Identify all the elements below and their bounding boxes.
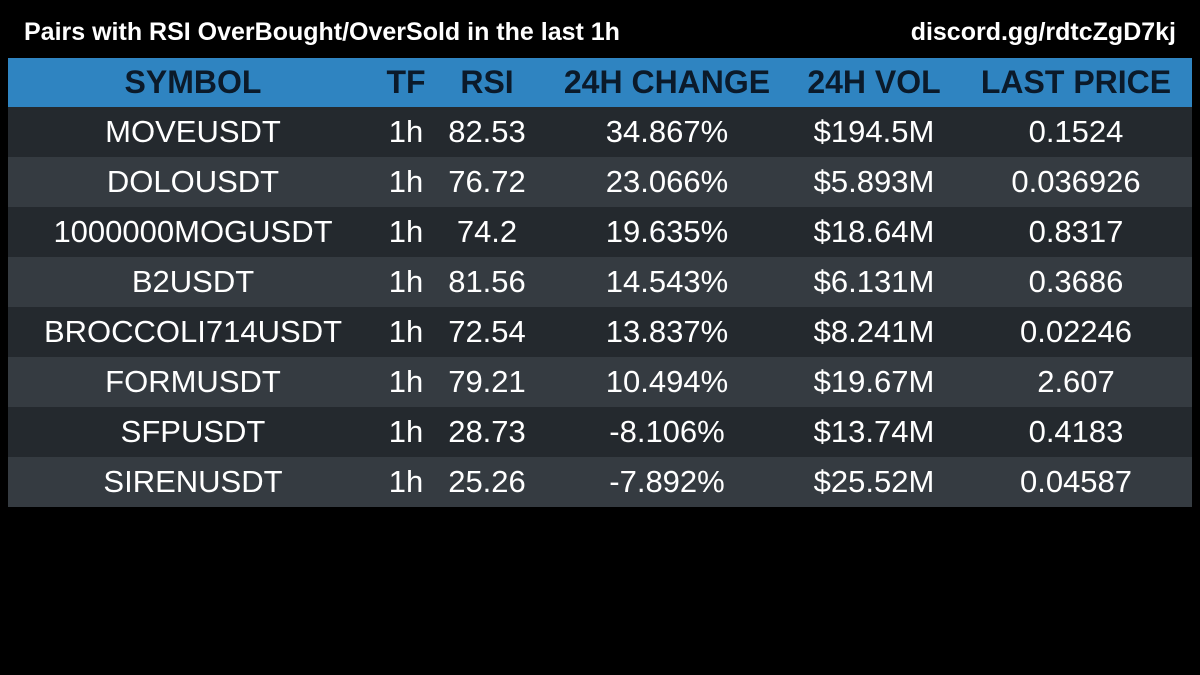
tf-cell: 1h xyxy=(388,314,424,349)
volume-cell: $6.131M xyxy=(813,264,935,299)
change-cell: 19.635% xyxy=(605,214,729,249)
column-header-last-price[interactable]: LAST PRICE xyxy=(980,64,1172,100)
column-header-symbol[interactable]: SYMBOL xyxy=(124,64,262,100)
symbol-cell: BROCCOLI714USDT xyxy=(43,314,343,349)
price-cell: 0.036926 xyxy=(1011,164,1141,199)
price-cell: 0.02246 xyxy=(1019,314,1133,349)
tf-cell: 1h xyxy=(388,414,424,449)
tf-cell: 1h xyxy=(388,214,424,249)
column-header-24h-vol[interactable]: 24H VOL xyxy=(807,64,941,100)
discord-link[interactable]: discord.gg/rdtcZgD7kj xyxy=(910,18,1176,46)
change-cell: 10.494% xyxy=(605,364,729,399)
table-row[interactable]: DOLOUSDT 1h 76.72 23.066% $5.893M 0.0369… xyxy=(8,157,1192,207)
volume-cell: $8.241M xyxy=(813,314,935,349)
change-cell: 34.867% xyxy=(605,114,729,149)
volume-cell: $19.67M xyxy=(813,364,935,399)
page-title: Pairs with RSI OverBought/OverSold in th… xyxy=(24,18,620,46)
rsi-cell: 76.72 xyxy=(448,164,526,199)
table-row[interactable]: SFPUSDT 1h 28.73 -8.106% $13.74M 0.4183 xyxy=(8,407,1192,457)
price-cell: 2.607 xyxy=(1037,364,1115,399)
column-header-24h-change[interactable]: 24H CHANGE xyxy=(563,64,771,100)
rsi-cell: 72.54 xyxy=(448,314,526,349)
symbol-cell: B2USDT xyxy=(131,264,255,299)
table-row[interactable]: B2USDT 1h 81.56 14.543% $6.131M 0.3686 xyxy=(8,257,1192,307)
symbol-cell: SFPUSDT xyxy=(120,414,266,449)
column-header-rsi[interactable]: RSI xyxy=(460,64,514,100)
change-cell: -7.892% xyxy=(609,464,725,499)
price-cell: 0.1524 xyxy=(1028,114,1124,149)
change-cell: 23.066% xyxy=(605,164,729,199)
rsi-cell: 81.56 xyxy=(448,264,526,299)
volume-cell: $13.74M xyxy=(813,414,935,449)
tf-cell: 1h xyxy=(388,364,424,399)
table-row[interactable]: SIRENUSDT 1h 25.26 -7.892% $25.52M 0.045… xyxy=(8,457,1192,507)
volume-cell: $18.64M xyxy=(813,214,935,249)
change-cell: 14.543% xyxy=(605,264,729,299)
tf-cell: 1h xyxy=(388,114,424,149)
price-cell: 0.8317 xyxy=(1028,214,1124,249)
rsi-cell: 28.73 xyxy=(448,414,526,449)
price-cell: 0.4183 xyxy=(1028,414,1124,449)
column-header-tf[interactable]: TF xyxy=(386,64,426,100)
symbol-cell: SIRENUSDT xyxy=(103,464,283,499)
symbol-cell: DOLOUSDT xyxy=(106,164,280,199)
rsi-table: SYMBOL TF RSI 24H CHANGE 24H VOL LAST PR… xyxy=(8,58,1192,507)
rsi-cell: 79.21 xyxy=(448,364,526,399)
rsi-cell: 74.2 xyxy=(456,214,518,249)
volume-cell: $194.5M xyxy=(813,114,935,149)
rsi-cell: 25.26 xyxy=(448,464,526,499)
volume-cell: $5.893M xyxy=(813,164,935,199)
price-cell: 0.3686 xyxy=(1028,264,1124,299)
price-cell: 0.04587 xyxy=(1019,464,1133,499)
table-row[interactable]: 1000000MOGUSDT 1h 74.2 19.635% $18.64M 0… xyxy=(8,207,1192,257)
tf-cell: 1h xyxy=(388,464,424,499)
table-header-row: SYMBOL TF RSI 24H CHANGE 24H VOL LAST PR… xyxy=(8,58,1192,107)
change-cell: -8.106% xyxy=(609,414,725,449)
rsi-cell: 82.53 xyxy=(448,114,526,149)
table-row[interactable]: FORMUSDT 1h 79.21 10.494% $19.67M 2.607 xyxy=(8,357,1192,407)
change-cell: 13.837% xyxy=(605,314,729,349)
header-bar: Pairs with RSI OverBought/OverSold in th… xyxy=(0,0,1200,60)
tf-cell: 1h xyxy=(388,164,424,199)
tf-cell: 1h xyxy=(388,264,424,299)
symbol-cell: 1000000MOGUSDT xyxy=(53,214,333,249)
symbol-cell: MOVEUSDT xyxy=(105,114,281,149)
volume-cell: $25.52M xyxy=(813,464,935,499)
symbol-cell: FORMUSDT xyxy=(105,364,281,399)
table-row[interactable]: BROCCOLI714USDT 1h 72.54 13.837% $8.241M… xyxy=(8,307,1192,357)
table-row[interactable]: MOVEUSDT 1h 82.53 34.867% $194.5M 0.1524 xyxy=(8,107,1192,157)
